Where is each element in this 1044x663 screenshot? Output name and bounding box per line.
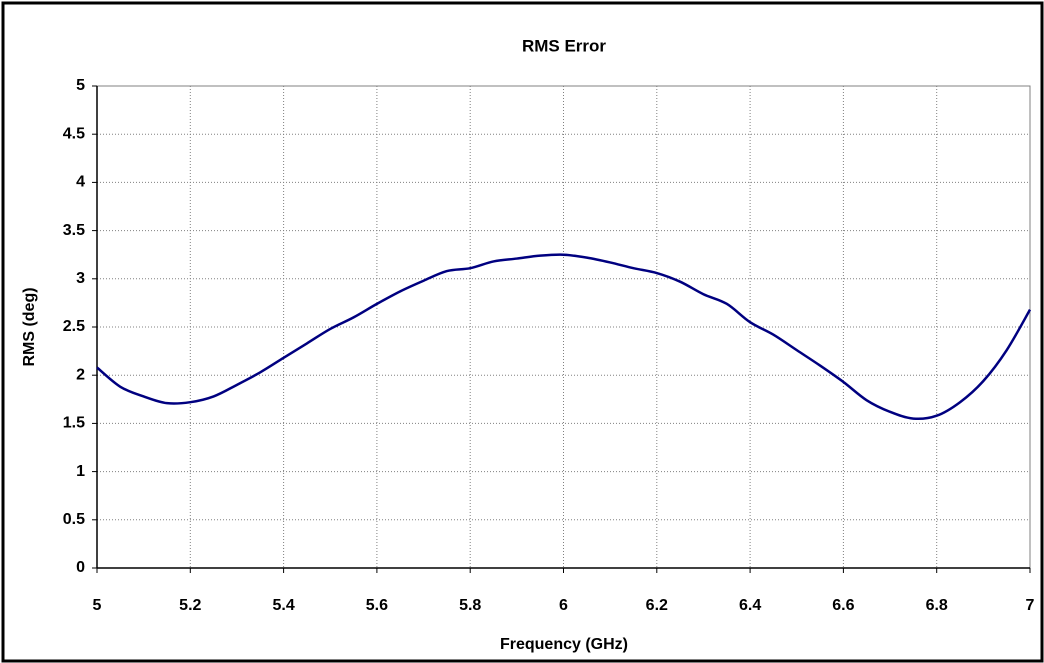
y-tick-label: 4.5 — [63, 125, 85, 142]
y-tick-label: 4 — [76, 174, 85, 191]
y-tick-label: 1.5 — [63, 415, 85, 432]
x-tick-label: 6.6 — [832, 597, 854, 614]
y-tick-label: 3.5 — [63, 222, 85, 239]
y-axis-title: RMS (deg) — [21, 287, 38, 366]
x-tick-label: 6.4 — [739, 597, 761, 614]
x-tick-label: 6.8 — [926, 597, 948, 614]
y-tick-label: 1 — [76, 463, 85, 480]
y-tick-label: 0.5 — [63, 511, 85, 528]
y-tick-label: 5 — [76, 77, 85, 94]
x-tick-label: 6.2 — [646, 597, 668, 614]
x-tick-label: 5.6 — [366, 597, 388, 614]
x-tick-label: 5.2 — [179, 597, 201, 614]
y-tick-label: 0 — [76, 559, 85, 576]
data-line — [96, 253, 1032, 421]
y-tick-label: 2.5 — [63, 318, 85, 335]
x-tick-label: 6 — [559, 597, 568, 614]
x-axis-title: Frequency (GHz) — [500, 636, 628, 653]
y-tick-label: 3 — [76, 270, 85, 287]
y-tick-label: 2 — [76, 366, 85, 383]
chart-title: RMS Error — [522, 36, 606, 55]
x-tick-label: 7 — [1026, 597, 1035, 614]
x-tick-label: 5.8 — [459, 597, 481, 614]
x-tick-label: 5.4 — [272, 597, 294, 614]
x-tick-label: 5 — [93, 597, 102, 614]
